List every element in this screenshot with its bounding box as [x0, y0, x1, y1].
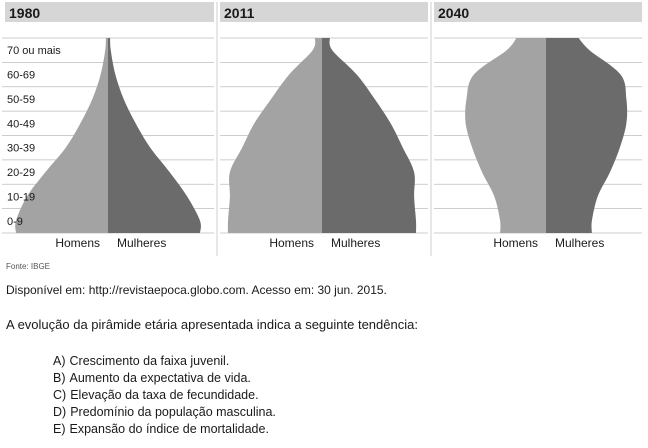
option-text: Elevação da taxa de fecundidade. — [70, 388, 259, 402]
option-letter: C) — [53, 388, 67, 402]
option-c[interactable]: C) Elevação da taxa de fecundidade. — [53, 387, 276, 404]
question-text: A evolução da pirâmide etária apresentad… — [6, 317, 418, 332]
option-letter: E) — [53, 422, 66, 436]
option-b[interactable]: B) Aumento da expectativa de vida. — [53, 370, 276, 387]
sex-label-homens: Homens — [493, 236, 538, 250]
panel-header-bar — [434, 2, 642, 22]
panel-title: 1980 — [9, 5, 40, 21]
sex-axis-labels: Homens Mulheres Homens Mulheres Homens Mulher… — [55, 236, 604, 250]
age-group-label: 20-29 — [7, 167, 35, 179]
sex-label-mulheres: Mulheres — [117, 236, 166, 250]
option-letter: D) — [53, 405, 67, 419]
pyramid-mulheres-2040 — [546, 38, 628, 233]
sex-label-mulheres: Mulheres — [555, 236, 604, 250]
option-text: Crescimento da faixa juvenil. — [69, 354, 230, 368]
pyramid-homens-1980 — [15, 38, 108, 233]
age-group-labels: 0-9 10-19 20-29 30-39 40-49 50-59 60-69 70 ou m… — [7, 45, 61, 228]
option-text: Aumento da expectativa de vida. — [69, 371, 251, 385]
age-group-label: 50-59 — [7, 94, 35, 106]
age-group-label: 60-69 — [7, 70, 35, 82]
option-text: Expansão do índice de mortalidade. — [69, 422, 269, 436]
panel-header-bar — [5, 2, 214, 22]
panel-title: 2011 — [224, 5, 255, 21]
option-letter: A) — [53, 354, 66, 368]
option-e[interactable]: E) Expansão do índice de mortalidade. — [53, 421, 276, 438]
sex-label-homens: Homens — [55, 236, 100, 250]
panel-title: 2040 — [438, 5, 469, 21]
sex-label-mulheres: Mulheres — [331, 236, 380, 250]
age-group-label: 0-9 — [7, 216, 23, 228]
option-a[interactable]: A) Crescimento da faixa juvenil. — [53, 353, 276, 370]
age-group-label: 10-19 — [7, 191, 35, 203]
credit-line: Disponível em: http://revistaepoca.globo… — [6, 283, 387, 297]
pyramid-mulheres-2011 — [322, 38, 417, 233]
source-note: Fonte: IBGE — [6, 262, 51, 271]
answer-options: A) Crescimento da faixa juvenil. B) Aument… — [53, 353, 276, 438]
population-pyramids-figure: 1980 2011 2040 0-9 10-19 20-29 30-39 40-49 50-5… — [2, 2, 642, 256]
option-text: Predomínio da população masculina. — [70, 405, 276, 419]
age-group-label: 70 ou mais — [7, 45, 61, 57]
panel-header-bar — [220, 2, 428, 22]
pyramid-shapes — [15, 38, 628, 233]
option-letter: B) — [53, 371, 66, 385]
sex-label-homens: Homens — [269, 236, 314, 250]
panel-headers: 1980 2011 2040 — [5, 2, 642, 22]
pyramid-homens-2040 — [465, 38, 546, 233]
pyramid-mulheres-1980 — [108, 38, 201, 233]
age-group-label: 40-49 — [7, 118, 35, 130]
age-group-label: 30-39 — [7, 143, 35, 155]
option-d[interactable]: D) Predomínio da população masculina. — [53, 404, 276, 421]
pyramid-homens-2011 — [227, 38, 322, 233]
